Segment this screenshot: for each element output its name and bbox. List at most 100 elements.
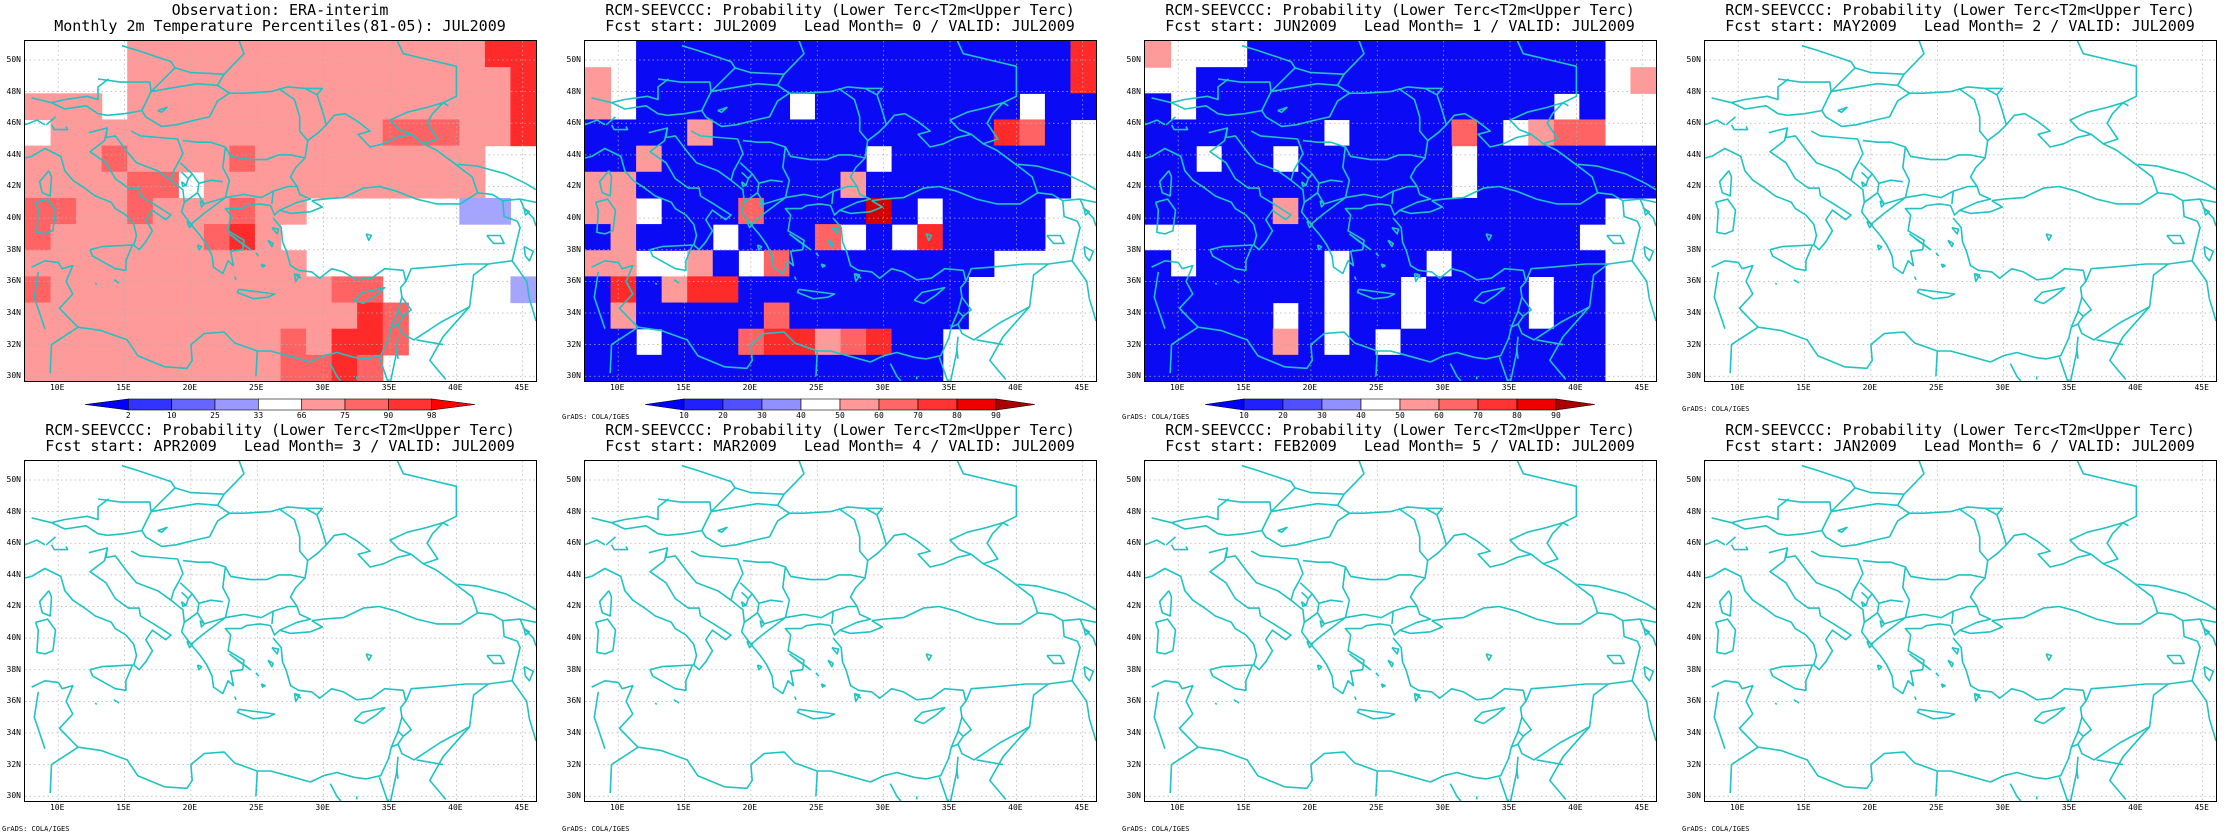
coastline [236,288,276,300]
coastline [1643,665,1655,682]
coastline [1319,200,1325,208]
coastline [831,226,840,235]
lat-tick-label: 48N [566,86,581,96]
lon-tick-label: 10E [1169,803,1185,812]
colorbar-swatch [171,398,216,411]
lon-tick-label: 25E [1929,383,1944,392]
coastline [1079,618,1096,647]
coastline [1729,326,1759,374]
grid-cell [1196,328,1223,356]
grid-cell [1400,93,1427,121]
lon-tick-label: 45E [1634,803,1649,812]
colorbar-label: 60 [874,411,884,420]
grid-cell [331,119,358,147]
coastline [1348,233,1372,251]
coastline [1597,612,1656,624]
grid-cell [254,93,282,121]
grid-cell [280,250,307,277]
coastline [585,539,606,546]
coastline [701,512,790,548]
coastline [225,605,298,619]
grid-cell [661,145,688,173]
coastline [1711,260,1739,268]
grid-cell [1247,119,1274,147]
grid-cell [433,119,460,147]
lat-tick-label: 40N [1126,633,1141,643]
coastline [957,725,1030,761]
map-canvas [25,41,536,381]
coastline [1916,708,1956,720]
grid-cell [1528,145,1555,173]
coastline [401,296,413,317]
coastline [681,44,736,69]
grid-cell [1426,354,1453,381]
coastline [1151,547,1292,671]
grid-cell [687,276,714,304]
coastline [1510,323,1519,328]
coastline [740,601,747,608]
grid-cell [178,93,205,121]
coastline [2033,706,2066,725]
colorbar-label: 98 [426,411,437,420]
grid-cell [1323,354,1350,381]
coastline [1261,512,1350,548]
coastline [1975,274,1982,279]
coastline [1413,692,1421,703]
coastline [49,326,79,374]
colorbar-swatch [1555,398,1595,411]
coastline [1387,239,1394,248]
lat-tick-label: 40N [566,633,581,643]
grid-cell [1374,197,1402,225]
lon-tick-label: 25E [809,803,824,812]
lat-tick-label: 46N [566,538,581,548]
coastline [1876,566,1911,625]
coastline [416,759,444,766]
grid-cell [1044,119,1072,147]
lat-tick-label: 30N [566,371,581,381]
lat-tick-label: 42N [1686,601,1701,611]
grid-cell [1196,302,1223,330]
coastline [741,171,749,180]
coastline [38,170,53,197]
lat-tick-label: 48N [1686,506,1701,516]
coastline [717,106,728,113]
coastline [598,170,613,197]
lon-tick-label: 10E [49,383,65,392]
coastline [1731,498,1790,524]
coastline [130,550,184,601]
grid-cell [203,250,230,277]
coastline [743,192,758,203]
coastline [2090,553,2104,565]
coastline [649,244,694,272]
grid-cell [1553,197,1580,225]
coastline [1046,234,1065,245]
coastline [442,522,449,527]
coastline [150,487,225,513]
coastline [832,637,967,783]
coastline [150,67,225,93]
grid-cell [814,197,842,225]
coastline [1154,618,1177,655]
lon-tick-label: 15E [116,803,131,812]
coastline [1562,522,1569,527]
coastline [228,653,252,671]
grid-cell [814,302,842,330]
grid-cell [840,119,867,147]
grid-cell [738,302,765,330]
coastline [741,591,749,600]
grid-cell [101,145,128,173]
coastline [838,507,869,562]
coastline [1870,616,1906,646]
map-canvas [585,461,1096,801]
grid-cell [408,41,435,68]
coastline [390,323,399,328]
grid-cell [203,302,230,330]
coastline [329,363,342,381]
grid-cell [585,67,612,94]
grid-cell [1553,276,1580,304]
grid-cell [993,119,1020,147]
grid-cell [917,171,944,199]
colorbar-swatch [258,398,302,411]
coastline [1985,507,2004,516]
coastline [1171,498,1230,524]
